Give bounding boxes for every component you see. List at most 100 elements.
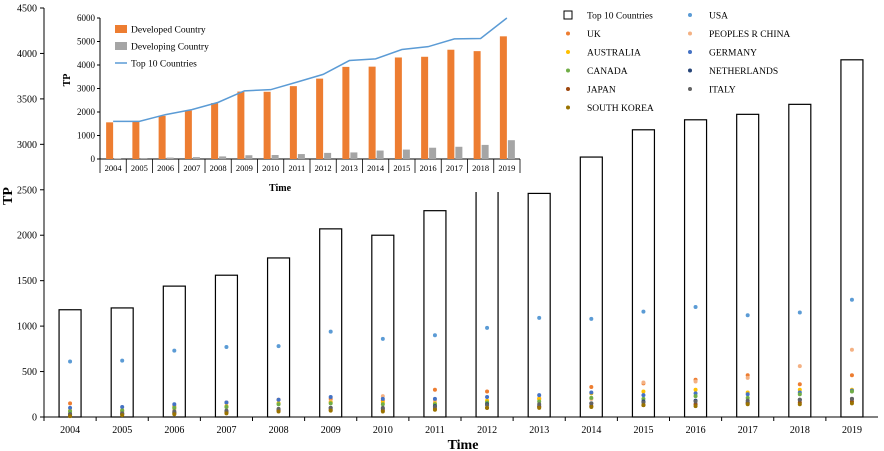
point-italy	[797, 397, 802, 402]
point-usa	[172, 348, 177, 353]
main-x-tick-label: 2006	[164, 425, 184, 436]
point-south-korea	[537, 405, 542, 410]
inset-bar-developing	[114, 158, 122, 159]
inset-x-tick-label: 2010	[262, 163, 279, 173]
main-y-tick-label: 3500	[17, 94, 37, 105]
point-italy	[380, 405, 385, 410]
point-canada	[589, 395, 594, 400]
inset-bar-developing	[166, 157, 174, 159]
point-italy	[537, 402, 542, 407]
point-usa	[797, 310, 802, 315]
point-south-korea	[224, 411, 229, 416]
inset-x-axis-ticks: 2004 2005 2006 2007 2008 2009 2010 2011 2012 2013…	[99, 159, 521, 173]
legend-label: SOUTH KOREA	[587, 104, 654, 114]
point-south-korea	[328, 408, 333, 413]
bar-top10-countries	[214, 274, 239, 418]
point-usa	[641, 309, 646, 314]
point-uk	[589, 385, 594, 390]
point-canada	[693, 394, 698, 399]
main-y-tick-label: 4500	[17, 4, 37, 15]
legend-label: CANADA	[587, 67, 628, 77]
legend-marker	[688, 50, 692, 54]
inset-x-tick-label: 2018	[472, 163, 489, 173]
inset-x-tick-label: 2008	[210, 163, 227, 173]
bar-top10-countries	[371, 234, 395, 418]
point-south-korea	[589, 405, 594, 410]
point-south-korea	[745, 402, 750, 407]
inset-x-tick-label: 2012	[315, 163, 332, 173]
main-x-tick-label: 2013	[529, 425, 549, 436]
point-peoples-r-china	[641, 380, 646, 385]
legend-label: NETHERLANDS	[709, 67, 778, 77]
inset-bar-developing	[271, 155, 279, 159]
inset-y-tick-label: 1000	[77, 131, 96, 141]
point-uk	[68, 401, 73, 406]
point-italy	[745, 398, 750, 403]
point-germany	[276, 397, 281, 402]
bar-top10-countries	[319, 228, 343, 418]
inset-bar-developed	[499, 36, 507, 159]
point-usa	[589, 316, 594, 321]
bar-top10-countries	[788, 103, 812, 418]
point-germany	[537, 393, 542, 398]
point-uk	[485, 389, 490, 394]
inset-y-tick-label: 0	[91, 154, 96, 164]
inset-bar-developing	[297, 154, 305, 159]
inset-legend-label: Developing Country	[131, 43, 209, 53]
point-australia	[693, 387, 698, 392]
point-canada	[276, 402, 281, 407]
main-x-axis-title: Time	[448, 438, 479, 451]
inset-bar-developing	[350, 152, 358, 159]
inset-bar-developing	[481, 144, 489, 159]
main-x-tick-label: 2019	[842, 425, 862, 436]
legend-marker	[566, 50, 570, 54]
point-canada	[380, 402, 385, 407]
inset-bar-developed	[368, 66, 376, 159]
point-canada	[328, 401, 333, 406]
inset-bar-developing	[376, 150, 384, 159]
main-plot-area	[43, 8, 878, 419]
point-peoples-r-china	[745, 375, 750, 380]
legend-marker	[566, 68, 570, 73]
main-y-tick-label: 3000	[17, 140, 37, 151]
legend-marker	[566, 31, 570, 36]
main-y-axis-title: TP	[1, 187, 16, 205]
bar-top10-countries	[527, 192, 551, 418]
inset-legend: Developed Country Developing Country Top 1…	[115, 25, 209, 70]
bar-top10-countries	[683, 119, 708, 418]
inset-y-tick-label: 2000	[77, 107, 96, 117]
point-germany	[380, 396, 385, 401]
point-canada	[224, 405, 229, 410]
point-germany	[172, 402, 177, 407]
point-italy	[849, 396, 854, 401]
inset-bar-developed	[342, 66, 350, 159]
main-y-tick-label: 1000	[17, 322, 37, 333]
point-italy	[589, 401, 594, 406]
bar-top10-countries	[631, 129, 656, 418]
inset-legend-label: Developed Country	[131, 26, 206, 36]
point-usa	[380, 336, 385, 341]
main-y-tick-label: 4000	[17, 49, 37, 60]
inset-y-tick-label: 3000	[77, 84, 96, 94]
point-usa	[537, 315, 542, 320]
inset-x-tick-label: 2019	[498, 163, 515, 173]
inset-bar-developing	[429, 147, 437, 159]
inset-x-tick-label: 2015	[393, 163, 410, 173]
point-usa	[68, 359, 73, 364]
point-south-korea	[797, 402, 802, 407]
point-canada	[172, 405, 177, 410]
main-y-tick-label: 2500	[17, 185, 37, 196]
inset-y-axis-title: TP	[62, 74, 73, 87]
inset-x-tick-label: 2004	[105, 163, 123, 173]
inset-x-tick-label: 2011	[289, 163, 306, 173]
point-south-korea	[849, 401, 854, 406]
inset-x-tick-label: 2014	[367, 163, 385, 173]
legend-label: UK	[587, 30, 601, 40]
legend-marker	[688, 13, 692, 17]
inset-legend-marker	[115, 25, 127, 33]
point-usa	[485, 325, 490, 330]
inset-bar-developed	[158, 115, 166, 159]
main-x-tick-label: 2014	[581, 425, 601, 436]
legend-label: AUSTRALIA	[587, 49, 641, 59]
